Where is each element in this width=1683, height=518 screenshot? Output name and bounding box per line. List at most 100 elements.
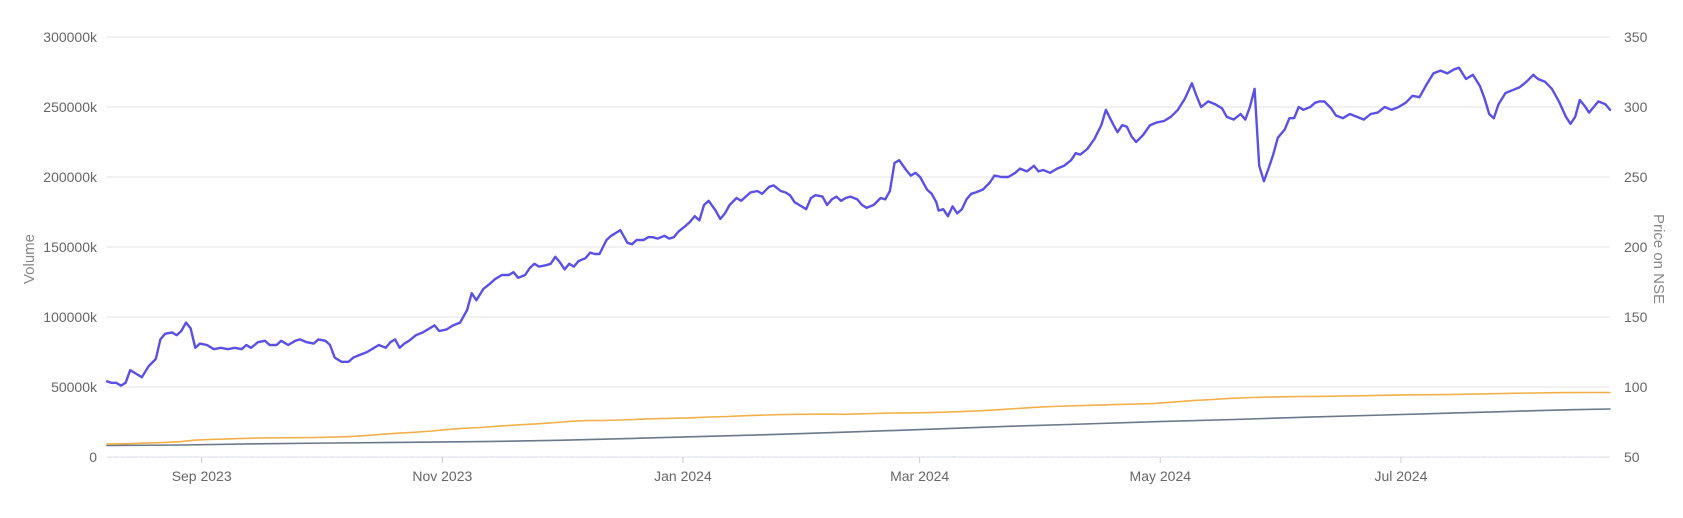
volume-bar [520, 456, 526, 458]
volume-bar [760, 456, 766, 458]
left-tick-label: 250000k [43, 99, 98, 115]
volume-bar [157, 456, 162, 458]
volume-bar [1296, 456, 1302, 458]
volume-bar [1450, 456, 1456, 458]
volume-bar [397, 456, 402, 458]
volume-bar [1038, 456, 1043, 458]
volume-bar [317, 456, 322, 458]
volume-bar [1518, 456, 1523, 458]
volume-bar [1130, 456, 1135, 458]
volume-bar [1081, 456, 1086, 458]
volume-bar [200, 456, 205, 458]
volume-bar [391, 456, 396, 458]
volume-bar [588, 456, 593, 458]
volume-bar [914, 456, 920, 458]
volume-bar [1241, 456, 1246, 458]
volume-bar [884, 456, 889, 458]
volume-bar [341, 456, 347, 458]
volume-bar [1253, 456, 1259, 458]
volume-bar [169, 456, 174, 458]
volume-bar [1345, 456, 1351, 458]
volume-bar [576, 456, 581, 458]
volume-bar [1419, 456, 1425, 458]
volume-bar [1265, 456, 1271, 458]
volume-bar [114, 456, 119, 458]
volume-bar [1487, 456, 1493, 458]
left-tick-label: 100000k [43, 309, 98, 325]
volume-bar [280, 456, 285, 458]
volume-bar [1370, 456, 1376, 458]
volume-bar [428, 456, 433, 458]
volume-bar [1407, 456, 1413, 458]
volume-bar [1204, 456, 1209, 458]
volume-bar [871, 456, 877, 458]
volume-bar [779, 456, 784, 458]
volume-bar [1259, 456, 1265, 458]
x-tick-label: Jul 2024 [1374, 468, 1427, 484]
volume-bar [1475, 456, 1480, 458]
volume-bar [1580, 456, 1585, 458]
volume-bar [181, 456, 187, 458]
volume-bar [243, 456, 248, 458]
volume-bar [144, 456, 150, 458]
moving-average-long-line [106, 408, 1611, 447]
volume-bar [1339, 456, 1345, 458]
volume-bar [945, 456, 951, 458]
volume-bar [1309, 456, 1314, 458]
volume-bar [1093, 456, 1098, 458]
volume-bar [668, 456, 673, 458]
volume-bar [175, 456, 181, 458]
volume-bar [446, 456, 452, 458]
left-tick-label: 150000k [43, 239, 98, 255]
right-tick-label: 350 [1624, 29, 1648, 45]
volume-bar [1044, 456, 1049, 458]
volume-bar [532, 456, 538, 458]
volume-bar [495, 456, 501, 458]
volume-bar [606, 456, 612, 458]
right-tick-label: 200 [1624, 239, 1648, 255]
volume-bar [508, 456, 513, 458]
volume-bar [748, 456, 753, 458]
volume-bar [1549, 456, 1554, 458]
volume-bar [557, 456, 562, 458]
volume-bar [292, 456, 298, 458]
volume-bar [526, 456, 532, 458]
volume-bar [643, 456, 649, 458]
volume-bar [1222, 456, 1228, 458]
volume-bar [662, 456, 667, 458]
volume-bar [797, 456, 803, 458]
volume-bar [348, 456, 353, 458]
volume-bar [1007, 456, 1012, 458]
volume-bar [1290, 456, 1295, 458]
volume-bar [1530, 456, 1536, 458]
volume-bar [840, 456, 846, 458]
volume-bar [1191, 456, 1197, 458]
volume-bar [329, 456, 335, 458]
volume-bar [828, 456, 833, 458]
volume-bar [730, 456, 735, 458]
right-tick-label: 250 [1624, 169, 1648, 185]
volume-bar [150, 456, 156, 458]
volume-bar [736, 456, 741, 458]
volume-bar [803, 456, 809, 458]
volume-bar [699, 456, 704, 458]
volume-bar [132, 456, 137, 458]
volume-bar [1376, 456, 1382, 458]
volume-bar [686, 456, 692, 458]
right-axis-ticks: 50 100 150 200 250 300 350 [1624, 29, 1648, 465]
volume-bar [304, 456, 310, 458]
volume-bar [335, 456, 341, 458]
volume-bar [1302, 456, 1308, 458]
volume-bar [1062, 456, 1068, 458]
volume-bar [366, 456, 372, 458]
volume-bar [249, 456, 254, 458]
volume-bar [237, 456, 242, 458]
volume-bar [619, 456, 624, 458]
volume-bar [896, 456, 901, 458]
volume-bar [859, 456, 864, 458]
left-tick-label: 200000k [43, 169, 98, 185]
volume-bar [224, 456, 230, 458]
volume-bar [902, 456, 907, 458]
volume-bar [1395, 456, 1400, 458]
